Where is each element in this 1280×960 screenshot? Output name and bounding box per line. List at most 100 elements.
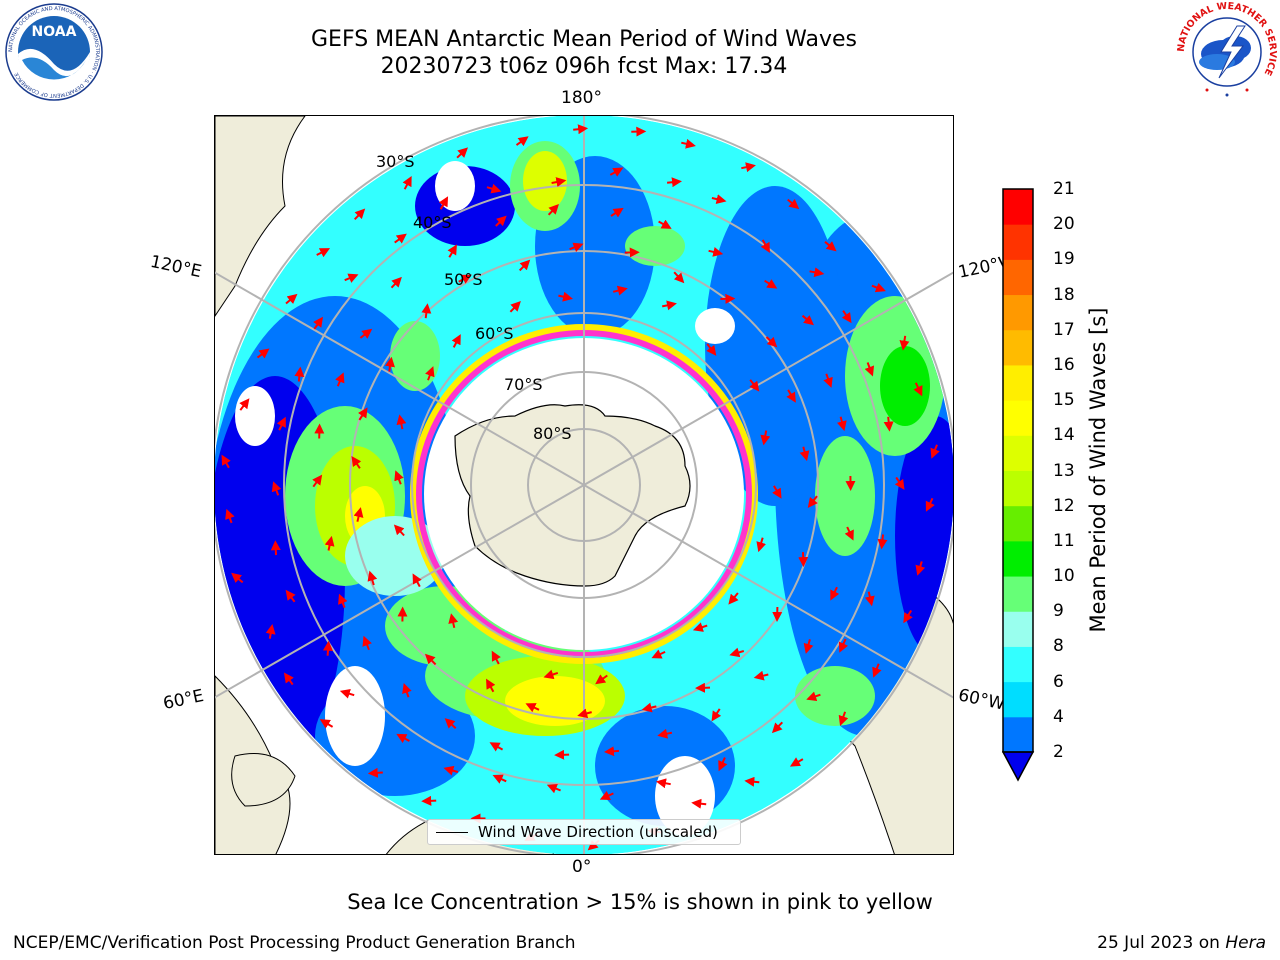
wave-direction-arrow <box>765 336 778 348</box>
colorbar-tick-label: 14 <box>1053 425 1075 446</box>
colorbar-tick-label: 21 <box>1053 179 1075 199</box>
wave-direction-arrow <box>486 183 502 194</box>
wave-direction-arrow <box>807 495 818 508</box>
wave-direction-arrow <box>276 416 286 431</box>
wave-direction-arrow <box>913 382 923 397</box>
colorbar-swatch <box>1003 435 1033 471</box>
lon-label-60w: 60°W <box>956 685 1007 715</box>
wave-direction-arrow <box>569 242 584 253</box>
wave-direction-arrow <box>338 593 348 608</box>
wave-direction-arrow <box>692 622 708 632</box>
colorbar-tick-label: 6 <box>1053 671 1064 692</box>
wave-direction-arrow <box>803 639 814 654</box>
wave-direction-arrow <box>396 733 410 744</box>
chart-title: GEFS MEAN Antarctic Mean Period of Wind … <box>311 27 857 52</box>
wave-direction-arrow <box>789 757 804 767</box>
wave-direction-arrow <box>806 691 821 702</box>
wave-direction-arrow <box>662 300 677 311</box>
colorbar-tick-label: 15 <box>1053 390 1075 411</box>
wave-direction-arrow <box>651 649 666 659</box>
wave-direction-arrow <box>546 783 561 794</box>
wave-direction-arrow <box>324 535 335 551</box>
wave-direction-arrow <box>239 398 250 411</box>
wave-direction-arrow <box>612 285 628 296</box>
wave-direction-arrow <box>390 276 402 289</box>
lon-label-60e: 60°E <box>161 685 206 715</box>
colorbar-swatch <box>1003 189 1033 225</box>
wave-direction-arrow <box>448 613 459 629</box>
wave-direction-arrow <box>706 343 717 356</box>
graticule <box>215 116 953 854</box>
wave-direction-arrow <box>749 379 760 392</box>
wave-direction-arrow <box>838 711 849 726</box>
wave-direction-arrow <box>456 147 469 159</box>
wave-direction-arrow <box>764 279 778 289</box>
map-panel <box>214 115 954 855</box>
colorbar-tick-label: 11 <box>1053 530 1075 551</box>
wave-direction-arrow <box>830 586 840 601</box>
colorbar-tick-label: 16 <box>1053 354 1075 375</box>
colorbar-swatch <box>1003 364 1033 401</box>
wave-direction-arrow <box>424 653 437 666</box>
wave-direction-arrow <box>451 334 461 348</box>
wave-direction-arrow <box>518 259 531 272</box>
wave-direction-arrow <box>525 703 540 713</box>
wave-direction-arrow <box>760 430 771 446</box>
wave-direction-arrow <box>492 774 507 784</box>
lat-label-50s: 50°S <box>444 270 483 289</box>
wave-direction-arrow <box>729 647 745 658</box>
wave-direction-arrow <box>444 718 457 729</box>
lat-label-70s: 70°S <box>504 375 543 394</box>
wave-direction-arrow <box>489 742 504 752</box>
wind-wave-arrows <box>221 124 940 851</box>
colorbar-outline <box>1002 188 1034 753</box>
wave-direction-arrow <box>547 204 559 216</box>
legend-line-sample <box>436 832 468 834</box>
wave-direction-arrow <box>691 798 707 809</box>
wave-direction-arrow <box>412 573 422 588</box>
wave-direction-arrow <box>385 356 395 372</box>
wave-direction-arrow <box>509 301 521 313</box>
wave-direction-arrow <box>322 640 333 656</box>
colorbar-swatch <box>1003 294 1033 331</box>
wave-direction-arrow <box>711 708 722 722</box>
wave-direction-arrow <box>573 124 589 135</box>
wave-direction-arrow <box>864 362 875 377</box>
wave-direction-arrow <box>841 310 852 324</box>
chart-subtitle: 20230723 t06z 096h fcst Max: 17.34 <box>380 54 788 79</box>
wave-direction-arrow <box>353 208 366 220</box>
wave-direction-arrow <box>344 273 359 283</box>
wave-direction-arrow <box>551 177 567 188</box>
sea-ice-note: Sea Ice Concentration > 15% is shown in … <box>347 890 933 914</box>
wave-direction-arrow <box>491 650 501 665</box>
wave-direction-arrow <box>681 138 696 149</box>
colorbar-tick-label: 20 <box>1053 214 1075 235</box>
lat-label-60s: 60°S <box>475 324 514 343</box>
footer-machine: Hera <box>1225 933 1266 953</box>
wave-direction-arrow <box>294 366 305 382</box>
wave-direction-arrow <box>335 372 345 387</box>
wave-direction-arrow <box>393 524 405 537</box>
lat-label-40s: 40°S <box>413 213 452 232</box>
wave-direction-arrow <box>312 474 323 488</box>
colorbar-tick-label: 18 <box>1053 284 1075 305</box>
wave-direction-arrow <box>753 670 769 681</box>
wave-direction-arrow <box>231 572 244 584</box>
wave-direction-arrow <box>728 592 739 605</box>
colorbar-swatch <box>1003 505 1033 542</box>
wave-direction-arrow <box>359 328 373 339</box>
wave-direction-arrow <box>443 765 459 776</box>
wave-direction-arrow <box>771 721 784 734</box>
wave-direction-arrow <box>894 476 905 490</box>
wave-direction-arrow <box>256 348 270 359</box>
wave-direction-arrow <box>872 663 882 678</box>
wave-direction-arrow <box>837 416 847 432</box>
wave-direction-arrow <box>351 456 362 469</box>
colorbar-swatch <box>1003 716 1033 753</box>
colorbar-swatch <box>1003 259 1033 296</box>
map-legend: Wind Wave Direction (unscaled) <box>427 819 741 845</box>
wave-direction-arrow <box>421 303 432 319</box>
wave-direction-arrow <box>595 674 608 685</box>
wave-direction-arrow <box>899 335 910 351</box>
colorbar-swatch <box>1003 576 1033 612</box>
